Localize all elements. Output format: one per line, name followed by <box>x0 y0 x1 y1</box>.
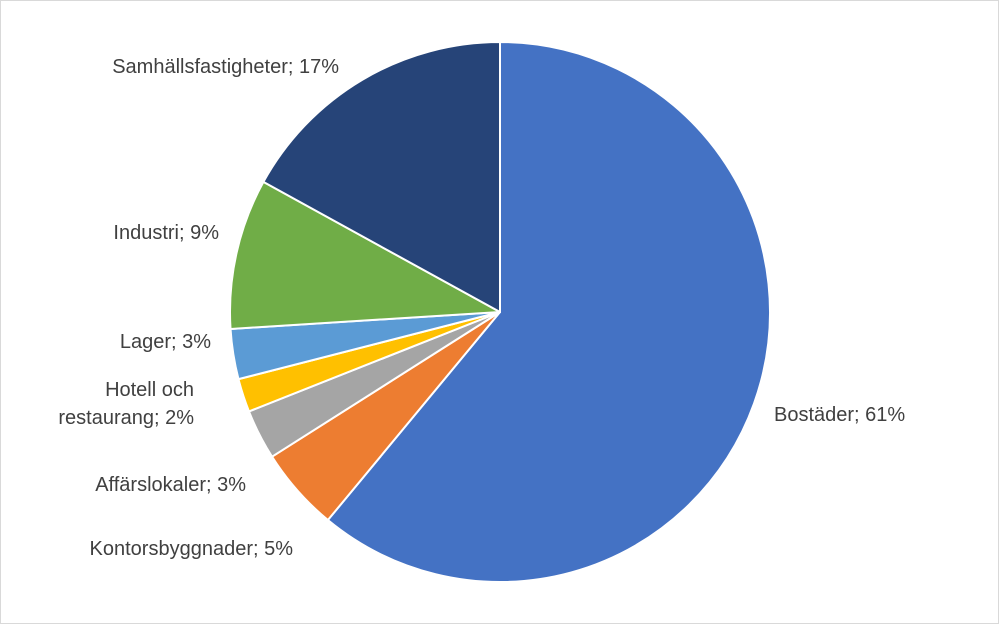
slice-label-hotell-och-restaurang-line2: restaurang; 2% <box>58 407 194 429</box>
pie-slice-samhällsfastigheter <box>262 41 501 313</box>
slice-label-affärslokaler: Affärslokaler; 3% <box>95 474 246 496</box>
slice-label-bostäder: Bostäder; 61% <box>774 404 905 426</box>
pie-slice-industri <box>229 180 501 330</box>
slice-label-samhällsfastigheter: Samhällsfastigheter; 17% <box>112 56 339 78</box>
pie-slice-bostäder <box>326 41 771 583</box>
slice-label-industri: Industri; 9% <box>113 222 219 244</box>
slice-label-hotell-och-restaurang-line1: Hotell och <box>105 379 194 401</box>
slice-label-lager: Lager; 3% <box>120 331 211 353</box>
slice-label-kontorsbyggnader: Kontorsbyggnader; 5% <box>90 538 294 560</box>
